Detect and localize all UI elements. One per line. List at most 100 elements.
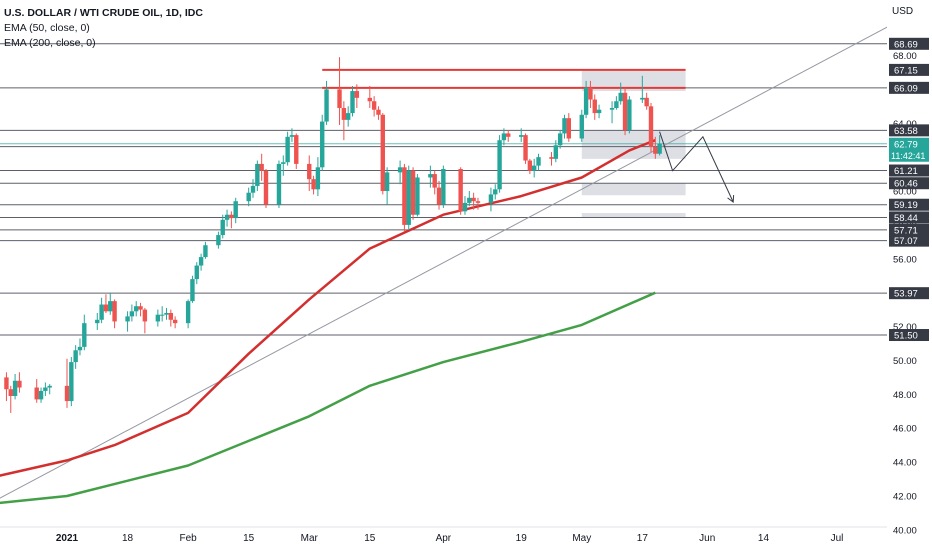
candle-body [441, 168, 446, 205]
candle-body [311, 179, 316, 190]
candle-body [471, 197, 476, 202]
candle-body [129, 311, 135, 317]
candle-body [112, 301, 117, 322]
candle [134, 301, 139, 317]
candle-body [501, 133, 507, 141]
candle-body [531, 165, 537, 171]
candle-body [103, 304, 109, 312]
price-tick-label: 50.00 [893, 356, 917, 367]
candle-body [493, 189, 498, 195]
candle [350, 85, 355, 117]
candle-body [285, 136, 290, 163]
level-label-bg [889, 198, 929, 211]
candle [557, 130, 563, 149]
candle-body [73, 350, 78, 363]
candle [549, 152, 554, 166]
candle [653, 136, 658, 159]
candle [462, 196, 468, 215]
candle [566, 113, 571, 142]
candle-body [371, 101, 377, 110]
zone-box [581, 213, 686, 218]
candle [371, 96, 377, 117]
candle-body [134, 306, 139, 312]
time-tick-label: 17 [637, 533, 649, 544]
candle-body [622, 92, 628, 131]
level-label: 61.21 [894, 166, 918, 177]
candle [155, 309, 161, 327]
candle [345, 106, 351, 127]
candle-body [367, 97, 373, 102]
time-tick-label: 2021 [56, 533, 79, 544]
level-label: 68.69 [894, 39, 918, 50]
time-tick-label: 15 [364, 533, 376, 544]
candle [644, 92, 649, 110]
price-tick-label: 40.00 [893, 525, 917, 536]
candle [108, 292, 113, 315]
candle [493, 184, 498, 200]
candle-body [588, 87, 593, 100]
candle-body [138, 306, 143, 310]
level-label-bg [889, 37, 929, 50]
candle [536, 153, 541, 171]
symbol-title[interactable]: U.S. DOLLAR / WTI CRUDE OIL, 1D, IDC [4, 7, 203, 19]
candle [384, 167, 390, 205]
candle [531, 158, 537, 178]
candle [657, 135, 662, 156]
candle [263, 168, 269, 208]
plot-layer [0, 26, 887, 505]
candle-body [190, 279, 195, 302]
price-tick-label: 44.00 [893, 458, 917, 469]
level-label-bg [889, 81, 929, 94]
level-label-bg [889, 223, 929, 236]
candle-body [380, 114, 385, 192]
price-tick-label: 68.00 [893, 51, 917, 62]
ema50-legend[interactable]: EMA (50, close, 0) [4, 22, 90, 34]
candle [281, 155, 286, 176]
candle-body [38, 390, 44, 400]
candle-body [324, 89, 329, 122]
time-axis: 2021 18 Feb 15 Mar 15 Apr 19 May 17 Jun 14 Jul [0, 526, 887, 544]
candle [255, 160, 260, 192]
projection-path [659, 131, 734, 203]
candle-body [250, 185, 256, 193]
candle-body [536, 157, 541, 166]
candle-body [220, 219, 225, 236]
candle [614, 96, 619, 110]
candle [337, 57, 342, 125]
candle [609, 101, 615, 124]
level-label: 67.15 [894, 65, 918, 76]
level-label: 57.71 [894, 225, 918, 236]
candle-body [592, 99, 597, 114]
current-price-label: 62.79 [894, 139, 918, 150]
price-tick-label: 48.00 [893, 390, 917, 401]
candle [159, 306, 165, 322]
candle [194, 262, 199, 285]
candle-body [43, 387, 48, 391]
current-price-tag [889, 137, 929, 162]
candle [4, 372, 9, 402]
candle-body [203, 245, 208, 258]
candle-body [562, 118, 567, 134]
candle [527, 158, 533, 175]
candle-body [276, 163, 282, 205]
time-tick-label: Feb [180, 533, 198, 544]
price-tick-label: 64.00 [893, 119, 917, 130]
time-tick-label: 15 [243, 533, 255, 544]
candle [471, 192, 476, 210]
candle-body [4, 377, 9, 390]
candle-body [255, 163, 260, 186]
time-tick-label: May [572, 533, 591, 544]
candle [367, 85, 373, 109]
ema200-legend[interactable]: EMA (200, close, 0) [4, 37, 96, 49]
candle [285, 131, 290, 166]
time-tick-label: 19 [516, 533, 528, 544]
candle [250, 179, 256, 198]
price-tick-label: 46.00 [893, 424, 917, 435]
candle-body [549, 157, 554, 159]
candle [294, 133, 299, 169]
candle-body [345, 113, 351, 120]
candle [246, 187, 251, 207]
candle [402, 163, 407, 232]
